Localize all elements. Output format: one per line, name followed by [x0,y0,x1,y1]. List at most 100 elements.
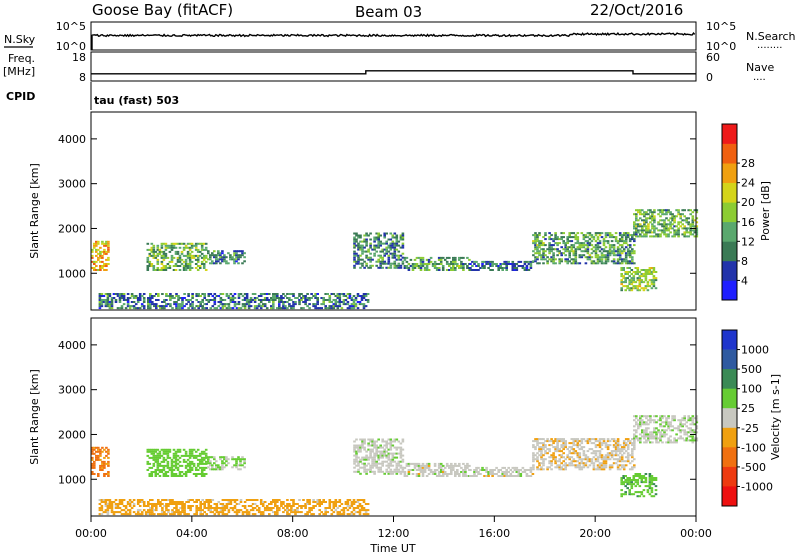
power-cell-3 [359,258,362,261]
power-cell-6 [620,234,624,237]
velocity-cell-9 [179,511,182,514]
power-cell-7 [649,211,652,214]
power-cell-9 [261,305,265,308]
velocity-cell-9 [328,501,332,503]
power-cell-6 [594,262,598,265]
velocity-cell-8 [622,477,625,479]
power-cell-9 [155,299,158,301]
velocity-cell-9 [149,503,152,505]
power-cell-7 [669,213,672,216]
power-cell-3 [353,244,356,247]
power-cell-1 [158,248,162,251]
power-cell-8 [620,273,623,275]
velocity-cell-6 [590,442,594,445]
velocity-cell-7 [663,429,666,432]
velocity-cell-5 [525,469,529,471]
velocity-cell-1 [172,460,176,463]
power-cell-3 [369,252,372,255]
power-cell-2 [219,252,222,255]
velocity-cell-6 [582,454,586,457]
velocity-cell-8 [644,477,648,479]
velocity-cell-9 [334,509,338,512]
velocity-cell-1 [202,462,206,465]
velocity-cell-9 [298,505,301,507]
velocity-cell-9 [122,499,126,501]
velocity-cell-4 [403,475,407,477]
velocity-cell-9 [106,503,110,505]
power-cell-4 [411,263,415,265]
power-cell-8 [630,287,634,290]
velocity-cell-7 [687,419,690,422]
velocity-cell-9 [282,507,285,509]
power-cell-3 [367,248,370,251]
velocity-cell-9 [136,511,140,514]
power-cell-9 [149,295,152,297]
power-cell-4 [415,263,419,265]
power-cell-9 [104,303,108,306]
power-cell-1 [160,263,164,265]
power-cell-9 [328,299,332,301]
power-cell-9 [217,301,221,303]
velocity-cell-0 [91,446,94,449]
power-cell-7 [651,211,654,214]
power-cell-6 [572,254,576,257]
power-cell-1 [158,252,162,255]
power-cell-6 [536,252,539,255]
power-cell-6 [572,250,576,253]
velocity-cell-8 [634,475,638,477]
velocity-cell-9 [288,503,291,505]
power-cell-1 [166,256,170,259]
power-cell-3 [395,240,399,243]
power-cell-6 [548,250,551,253]
velocity-cell-3 [373,454,376,457]
power-cell-1 [156,263,160,265]
velocity-cell-9 [118,511,122,514]
velocity-cell-5 [479,469,482,471]
power-cell-5 [507,263,510,265]
power-cell-4 [466,265,469,267]
power-cell-9 [272,303,275,306]
velocity-cell-1 [186,469,190,471]
power-cell-6 [624,236,628,239]
velocity-cell-0 [103,464,106,467]
power-cell-3 [359,234,362,237]
power-cell-7 [663,213,666,216]
power-cell-2 [239,254,242,257]
power-cell-6 [572,252,576,255]
power-cell-6 [584,240,588,243]
power-cell-9 [298,293,301,295]
power-cell-2 [241,262,244,265]
velocity-cell-6 [568,464,571,467]
velocity-cell-7 [673,437,676,440]
velocity-cell-3 [363,448,366,451]
power-cell-6 [618,234,622,237]
velocity-cell-6 [618,444,622,447]
power-cell-0 [99,265,102,267]
velocity-cell-1 [164,464,168,467]
velocity-cell-6 [558,468,561,471]
velocity-cell-7 [669,423,672,426]
velocity-cell-8 [636,473,640,475]
velocity-cell-6 [614,440,618,443]
velocity-cell-3 [359,448,362,451]
velocity-cell-9 [144,511,148,514]
velocity-cell-7 [655,421,658,424]
power-cell-9 [237,307,241,310]
power-cell-9 [161,307,164,310]
velocity-cell-3 [377,438,380,441]
velocity-cell-9 [120,503,124,505]
power-cell-6 [564,260,567,263]
power-cell-8 [640,279,644,282]
power-cell-1 [152,256,156,259]
power-cell-9 [298,299,301,301]
power-cell-0 [101,265,104,267]
power-cell-2 [243,252,246,255]
velocity-cell-9 [223,499,227,501]
power-cell-2 [229,256,232,259]
velocity-cell-7 [655,431,658,434]
velocity-cell-7 [637,419,640,422]
power-cell-6 [574,248,578,251]
power-cell-6 [576,232,580,235]
power-cell-1 [198,267,202,269]
power-cell-8 [632,275,636,278]
